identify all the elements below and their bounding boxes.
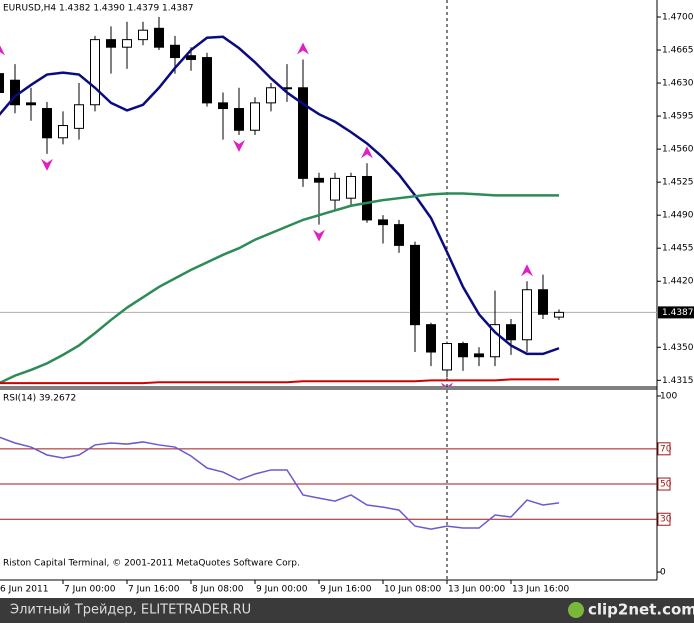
logo-icon: [568, 602, 584, 618]
x-tick-label: 6 Jun 2011: [0, 585, 48, 595]
candle-body: [234, 108, 244, 131]
candle-body: [522, 289, 532, 341]
candle-body: [122, 39, 132, 48]
candle-body: [138, 29, 148, 41]
candle-body: [90, 39, 100, 106]
last-price-box: [658, 306, 694, 319]
x-tick-label: 10 Jun 08:00: [384, 585, 441, 595]
y-tick-label: 30: [660, 515, 672, 525]
y-tick-label: 1.4420: [662, 277, 694, 287]
moving-average: [0, 192, 559, 385]
y-tick-label: 1.4560: [662, 145, 694, 155]
fractal-up: [521, 264, 533, 277]
candle-body: [474, 353, 484, 358]
y-tick-label: 1.4665: [662, 46, 694, 56]
candle-body: [170, 44, 180, 59]
candle-body: [106, 39, 116, 48]
candle-body: [58, 125, 68, 139]
rsi-plot: [0, 436, 657, 530]
x-tick-label: 13 Jun 16:00: [512, 585, 569, 595]
fractal-down: [233, 139, 245, 152]
rsi-title: RSI(14) 39.2672: [3, 394, 76, 404]
footer-text: Элитный Трейдер, ELITETRADER.RU: [10, 603, 251, 618]
candle-body: [186, 55, 196, 60]
watermark: Riston Capital Terminal, © 2001-2011 Met…: [3, 559, 300, 569]
candle-body: [362, 175, 372, 221]
fractal-up: [0, 45, 5, 56]
y-tick-label: 50: [660, 480, 672, 490]
rsi-line: [0, 436, 560, 530]
moving-average: [0, 35, 560, 356]
axes: 1.4700 1.4665 1.4630 1.4595 1.4560 1.4525 1.44…: [0, 12, 694, 595]
chart-title: EURUSD,H4 1.4382 1.4390 1.4379 1.4387: [3, 4, 194, 14]
x-tick-label: 9 Jun 16:00: [320, 585, 372, 595]
x-tick-label: 7 Jun 16:00: [128, 585, 180, 595]
candle-body: [250, 102, 260, 131]
candle-body: [538, 289, 548, 315]
x-tick-label: 9 Jun 00:00: [256, 585, 308, 595]
candle-body: [410, 244, 420, 326]
candle-body: [330, 177, 340, 201]
y-tick-label: 1.4490: [662, 211, 694, 221]
candle-body: [266, 87, 276, 104]
last-price-label: 1.4387: [662, 308, 694, 318]
logo-text[interactable]: clip2net.com: [588, 601, 694, 619]
candle-body: [298, 87, 308, 179]
level-box: [657, 477, 671, 491]
level-box: [657, 512, 671, 526]
fractal-down: [41, 158, 53, 171]
level-box: [657, 442, 671, 456]
y-tick-label: 1.4630: [662, 79, 694, 89]
y-tick-label: 0: [660, 568, 666, 578]
candle-body: [378, 219, 388, 226]
candle-body: [394, 224, 404, 246]
y-tick-label: 1.4595: [662, 112, 694, 122]
candle-body: [42, 108, 52, 139]
candle-body: [442, 343, 452, 371]
candle-body: [26, 102, 36, 106]
candle-body: [202, 57, 212, 104]
candle-body: [314, 177, 324, 183]
candle-body: [346, 175, 356, 199]
fractal-up: [297, 42, 309, 55]
x-tick-label: 7 Jun 00:00: [64, 585, 116, 595]
y-tick-label: 1.4350: [662, 343, 694, 353]
candle-body: [490, 324, 500, 358]
y-tick-label: 100: [660, 391, 677, 401]
y-tick-label: 1.4455: [662, 244, 694, 254]
y-tick-label: 1.4525: [662, 178, 694, 188]
candle-body: [154, 27, 164, 48]
candle-body: [458, 343, 468, 358]
price-plot: [0, 16, 657, 386]
moving-average: [0, 378, 559, 385]
candle-body: [426, 324, 436, 353]
x-tick-label: 8 Jun 08:00: [192, 585, 244, 595]
candle-body: [554, 311, 564, 318]
x-tick-label: 13 Jun 00:00: [448, 585, 505, 595]
candle-body: [74, 104, 84, 129]
candle-body: [506, 324, 516, 341]
fractal-down: [313, 229, 325, 242]
y-tick-label: 1.4700: [662, 12, 694, 22]
candle-body: [0, 73, 4, 93]
y-tick-label: 1.4315: [662, 376, 694, 386]
background: [0, 0, 694, 598]
fractal-down: [441, 382, 453, 386]
y-tick-label: 70: [660, 444, 672, 454]
candle-body: [218, 102, 228, 110]
fractal-up: [361, 146, 373, 159]
